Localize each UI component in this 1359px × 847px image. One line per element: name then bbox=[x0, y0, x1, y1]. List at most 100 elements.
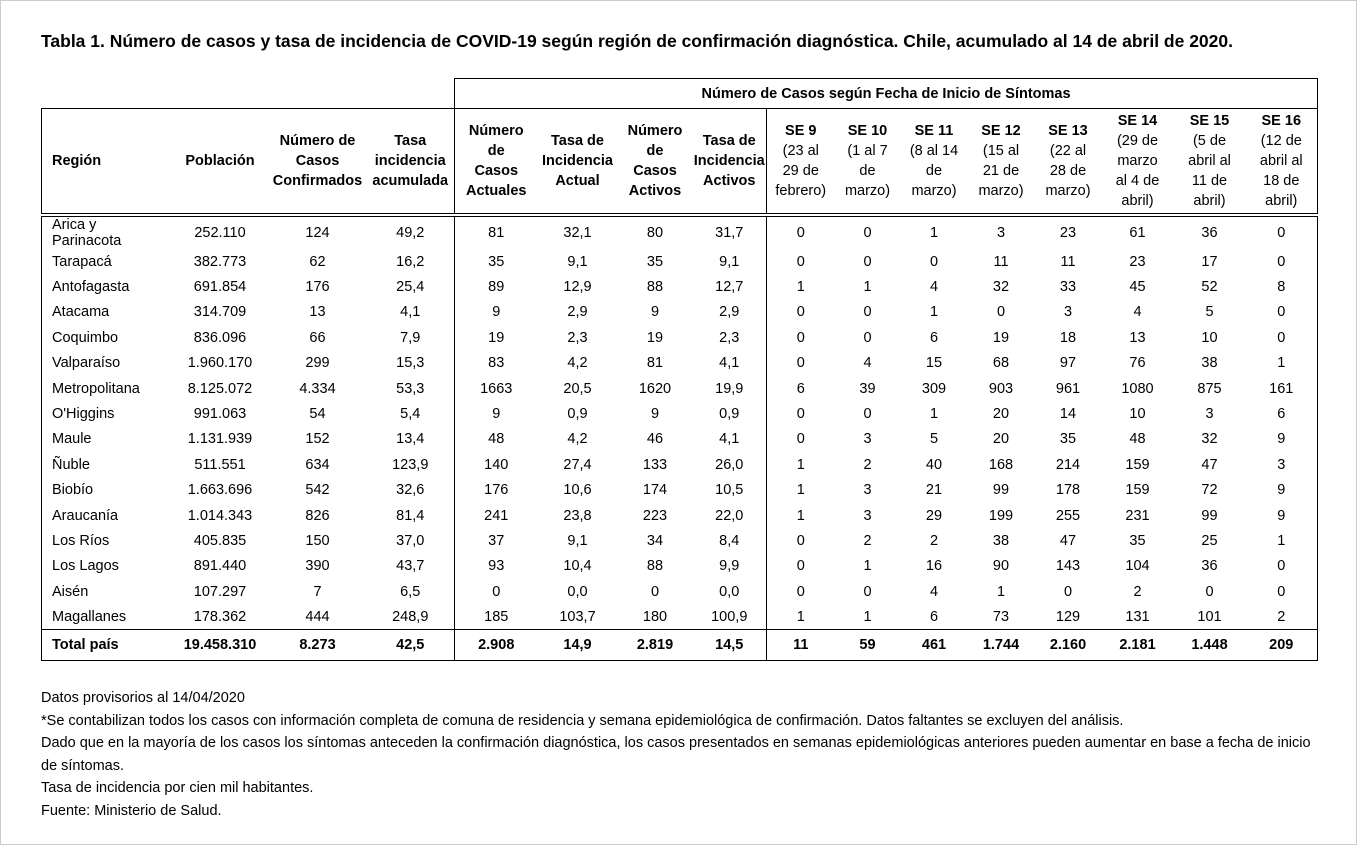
value-cell: 19 bbox=[488, 329, 505, 346]
value-cell: 19 bbox=[992, 329, 1010, 346]
value-cell: 26,0 bbox=[692, 452, 767, 478]
value-cell: 1620 bbox=[638, 380, 672, 397]
value-cell: 2,3 bbox=[567, 329, 588, 346]
table-row: Los Lagos 891.440 390 43,7 93 10,4 88 9,9 0 1 16 90… bbox=[41, 553, 1319, 580]
value-cell: 16,2 bbox=[366, 249, 455, 275]
column-header-casos-confirmados: Número de Casos Confirmados bbox=[268, 108, 367, 217]
value-cell: 81,4 bbox=[366, 502, 455, 529]
value-cell: 89 bbox=[488, 279, 505, 296]
region-cell: Valparaíso bbox=[41, 350, 172, 376]
value-cell: 1663 bbox=[480, 380, 513, 397]
value-cell: 35 bbox=[646, 253, 664, 270]
value-cell: 81 bbox=[488, 225, 505, 241]
value-cell: 83 bbox=[488, 355, 505, 372]
value-cell: 4 bbox=[863, 355, 872, 372]
value-cell: 38 bbox=[1201, 355, 1218, 372]
region-cell: O'Higgins bbox=[41, 401, 172, 427]
column-header-daterange: (15 al 21 de marzo) bbox=[978, 143, 1024, 199]
value-cell: 0 bbox=[1245, 579, 1319, 605]
value-cell: 1 bbox=[863, 608, 872, 625]
value-cell: 1.663.696 bbox=[187, 482, 253, 499]
value-cell: 99 bbox=[992, 482, 1010, 499]
table-row: Ñuble 511.551 634 123,9 140 27,4 133 26,0 1 2 40 16… bbox=[41, 452, 1319, 478]
value-cell: 48 bbox=[1129, 431, 1146, 448]
value-cell: 53,3 bbox=[366, 375, 455, 402]
value-cell: 107.297 bbox=[193, 583, 247, 600]
column-header-daterange: (22 al 28 de marzo) bbox=[1045, 143, 1091, 199]
value-cell: 103,7 bbox=[559, 608, 596, 625]
value-cell: 461 bbox=[900, 629, 968, 662]
value-cell: 6 bbox=[929, 608, 939, 625]
value-cell: 2,9 bbox=[692, 299, 767, 326]
value-cell: 39 bbox=[859, 380, 876, 397]
column-header-label: Región bbox=[52, 153, 102, 169]
value-cell: 9 bbox=[650, 304, 660, 321]
value-cell: 2.908 bbox=[454, 629, 538, 662]
footnotes: Datos provisorios al 14/04/2020 *Se cont… bbox=[41, 687, 1319, 822]
value-cell: 1.960.170 bbox=[187, 355, 253, 372]
footnote-incidence-rate: Tasa de incidencia por cien mil habitant… bbox=[41, 780, 314, 797]
column-header-label: Tasa incidencia acumulada bbox=[372, 133, 449, 189]
value-cell: 0 bbox=[863, 253, 872, 270]
region-cell: Magallanes bbox=[41, 604, 172, 630]
value-cell: 131 bbox=[1125, 608, 1150, 625]
column-header-label: Población bbox=[185, 153, 255, 169]
value-cell: 32,6 bbox=[366, 477, 455, 503]
value-cell: 59 bbox=[834, 629, 901, 662]
value-cell: 209 bbox=[1245, 629, 1319, 662]
value-cell: 73 bbox=[992, 608, 1010, 625]
value-cell: 248,9 bbox=[366, 604, 455, 630]
value-cell: 45 bbox=[1129, 279, 1146, 296]
value-cell: 7,9 bbox=[366, 325, 455, 351]
table-row: Biobío 1.663.696 542 32,6 176 10,6 174 10,5 1 3 21… bbox=[41, 477, 1319, 503]
footnote-source: Fuente: Ministerio de Salud. bbox=[41, 802, 222, 819]
value-cell: 150 bbox=[305, 532, 330, 549]
value-cell: 9 bbox=[492, 304, 501, 321]
value-cell: 9 bbox=[1245, 426, 1319, 453]
total-row: Total país 19.458.310 8.273 42,5 2.908 14,9 2.… bbox=[41, 629, 1319, 662]
value-cell: 0 bbox=[796, 431, 805, 448]
value-cell: 9 bbox=[1245, 477, 1319, 503]
value-cell: 2 bbox=[1245, 604, 1319, 630]
value-cell: 13,4 bbox=[366, 426, 455, 453]
table-row: Araucanía 1.014.343 826 81,4 241 23,8 223 22,0 1… bbox=[41, 502, 1319, 529]
value-cell: 62 bbox=[309, 253, 326, 270]
value-cell: 3 bbox=[863, 507, 872, 524]
value-cell: 19 bbox=[646, 329, 664, 346]
value-cell: 4,1 bbox=[692, 426, 767, 453]
value-cell: 124 bbox=[305, 225, 330, 241]
table-row: Valparaíso 1.960.170 299 15,3 83 4,2 81 4,1 0 4 15… bbox=[41, 350, 1319, 376]
value-cell: 0 bbox=[796, 355, 805, 372]
value-cell: 0 bbox=[863, 329, 872, 346]
value-cell: 3 bbox=[863, 482, 872, 499]
value-cell: 185 bbox=[484, 608, 509, 625]
region-cell: Atacama bbox=[41, 299, 172, 326]
value-cell: 40 bbox=[925, 456, 943, 473]
value-cell: 15,3 bbox=[366, 350, 455, 376]
column-header-daterange: (23 al 29 de febrero) bbox=[775, 143, 827, 199]
value-cell: 1 bbox=[796, 279, 805, 296]
value-cell: 255 bbox=[1055, 507, 1081, 524]
column-header-label: Tasa de Incidencia Activos bbox=[693, 133, 765, 189]
value-cell: 27,4 bbox=[563, 456, 592, 473]
value-cell: 22,0 bbox=[692, 502, 767, 529]
value-cell: 1 bbox=[929, 406, 939, 423]
value-cell: 1.744 bbox=[967, 629, 1035, 662]
value-cell: 2.160 bbox=[1034, 629, 1102, 662]
value-cell: 991.063 bbox=[193, 406, 247, 423]
column-header-daterange: (8 al 14 de marzo) bbox=[909, 143, 959, 199]
value-cell: 4,1 bbox=[366, 299, 455, 326]
value-cell: 241 bbox=[484, 507, 509, 524]
value-cell: 3 bbox=[1063, 304, 1073, 321]
column-header-label: Número de Casos Activos bbox=[627, 123, 683, 199]
value-cell: 76 bbox=[1129, 355, 1146, 372]
value-cell: 1080 bbox=[1121, 380, 1154, 397]
value-cell: 31,7 bbox=[692, 215, 767, 249]
value-cell: 309 bbox=[921, 380, 947, 397]
column-header-label: SE 13 bbox=[1048, 123, 1088, 139]
value-cell: 0 bbox=[650, 583, 660, 600]
value-cell: 10 bbox=[1129, 406, 1146, 423]
value-cell: 18 bbox=[1059, 329, 1077, 346]
value-cell: 178.362 bbox=[193, 608, 247, 625]
value-cell: 299 bbox=[305, 355, 330, 372]
